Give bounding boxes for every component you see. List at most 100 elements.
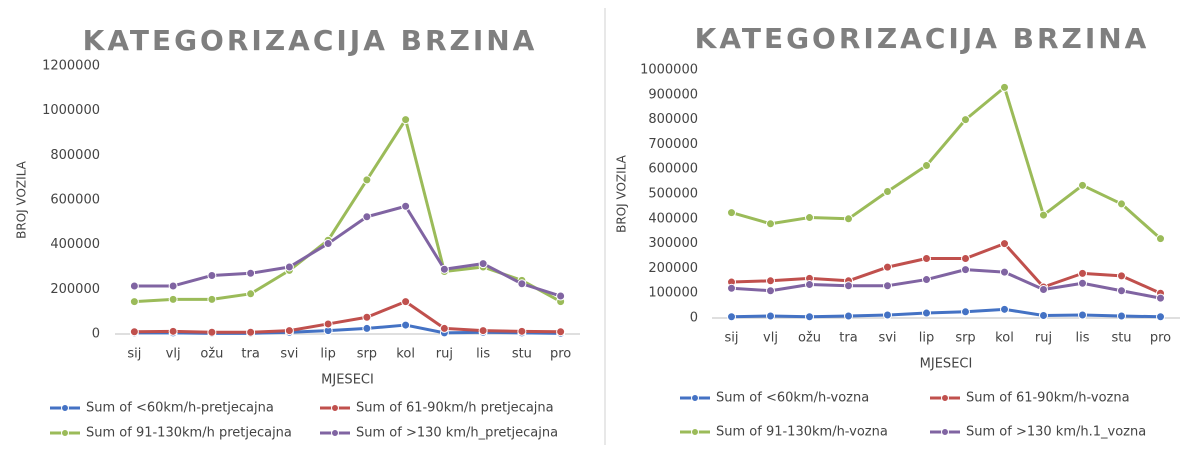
x-tick-label: pro <box>1150 331 1171 346</box>
legend-marker <box>691 428 699 436</box>
chart-title: KATEGORIZACIJA BRZINA <box>83 24 538 57</box>
x-tick-label: stu <box>1111 331 1131 346</box>
data-point <box>168 281 178 291</box>
legend-marker <box>331 404 339 412</box>
data-point <box>805 280 814 290</box>
data-point <box>1039 311 1048 321</box>
data-point <box>883 281 892 291</box>
x-tick-label: pro <box>550 347 571 362</box>
x-tick-label: lis <box>476 347 490 362</box>
data-point <box>922 160 931 170</box>
y-tick-label: 600000 <box>50 193 100 208</box>
data-point <box>129 297 139 307</box>
data-point <box>844 311 853 321</box>
data-point <box>439 264 449 274</box>
x-tick-label: tra <box>839 331 857 346</box>
legend-marker <box>941 428 949 436</box>
data-point <box>1078 268 1087 278</box>
data-point <box>517 326 527 336</box>
data-point <box>766 276 775 286</box>
data-point <box>401 115 411 125</box>
y-tick-label: 800000 <box>50 148 100 163</box>
y-tick-label: 0 <box>690 311 698 326</box>
data-point <box>844 281 853 291</box>
x-tick-label: ožu <box>798 331 821 346</box>
data-point <box>1000 239 1009 249</box>
x-tick-label: sij <box>725 331 739 346</box>
data-point <box>168 326 178 336</box>
data-point <box>323 239 333 249</box>
y-tick-label: 1000000 <box>42 103 100 118</box>
data-point <box>883 187 892 197</box>
data-point <box>883 262 892 272</box>
legend-label: Sum of >130 km/h.1_vozna <box>966 425 1146 440</box>
data-point <box>129 281 139 291</box>
data-point <box>517 279 527 289</box>
y-tick-label: 700000 <box>648 137 698 152</box>
data-point <box>766 286 775 296</box>
legend-label: Sum of <60km/h-vozna <box>716 391 869 406</box>
y-axis-title: BROJ VOZILA <box>615 154 629 233</box>
data-point <box>362 323 372 333</box>
x-tick-label: stu <box>512 347 532 362</box>
data-point <box>727 208 736 218</box>
y-axis-title: BROJ VOZILA <box>15 160 29 239</box>
x-tick-label: tra <box>241 347 259 362</box>
data-point <box>401 297 411 307</box>
x-tick-label: srp <box>357 347 377 362</box>
y-tick-label: 200000 <box>648 261 698 276</box>
series-line <box>731 242 1162 295</box>
data-point <box>556 327 566 337</box>
data-point <box>129 327 139 337</box>
data-point <box>1156 234 1165 244</box>
data-point <box>1117 271 1126 281</box>
data-point <box>1000 304 1009 314</box>
data-point <box>556 291 566 301</box>
data-point <box>284 326 294 336</box>
data-point <box>362 175 372 185</box>
y-tick-label: 500000 <box>648 187 698 202</box>
x-axis-title: MJESECI <box>321 373 374 388</box>
x-tick-label: kol <box>995 331 1014 346</box>
x-tick-label: lis <box>1076 331 1090 346</box>
x-tick-label: ožu <box>200 347 223 362</box>
x-tick-label: lip <box>919 331 934 346</box>
y-tick-label: 800000 <box>648 112 698 127</box>
legend-label: Sum of >130 km/h_pretjecajna <box>356 426 558 441</box>
legend-label: Sum of <60km/h-pretjecajna <box>86 401 274 416</box>
data-point <box>246 327 256 337</box>
x-tick-label: svi <box>280 347 298 362</box>
legend-label: Sum of 91-130km/h-vozna <box>716 425 888 440</box>
data-point <box>1000 267 1009 277</box>
legend-label: Sum of 61-90km/h-vozna <box>966 391 1130 406</box>
data-point <box>1000 82 1009 92</box>
data-point <box>207 294 217 304</box>
data-point <box>961 307 970 317</box>
data-point <box>362 212 372 222</box>
data-point <box>1078 180 1087 190</box>
data-point <box>284 262 294 272</box>
data-point <box>478 326 488 336</box>
legend-marker <box>61 404 69 412</box>
y-tick-label: 300000 <box>648 236 698 251</box>
data-point <box>1078 310 1087 320</box>
data-point <box>246 289 256 299</box>
x-tick-label: kol <box>396 347 415 362</box>
data-point <box>1156 312 1165 322</box>
series-line <box>134 204 562 298</box>
legend-marker <box>61 429 69 437</box>
data-point <box>362 312 372 322</box>
x-tick-label: ruj <box>1035 331 1052 346</box>
data-point <box>401 201 411 211</box>
data-point <box>478 259 488 269</box>
data-point <box>805 213 814 223</box>
data-point <box>961 253 970 263</box>
data-point <box>922 275 931 285</box>
data-point <box>1039 284 1048 294</box>
data-point <box>805 312 814 322</box>
data-point <box>1117 199 1126 209</box>
data-point <box>1078 278 1087 288</box>
y-tick-label: 1000000 <box>640 63 698 78</box>
legend-marker <box>691 394 699 402</box>
